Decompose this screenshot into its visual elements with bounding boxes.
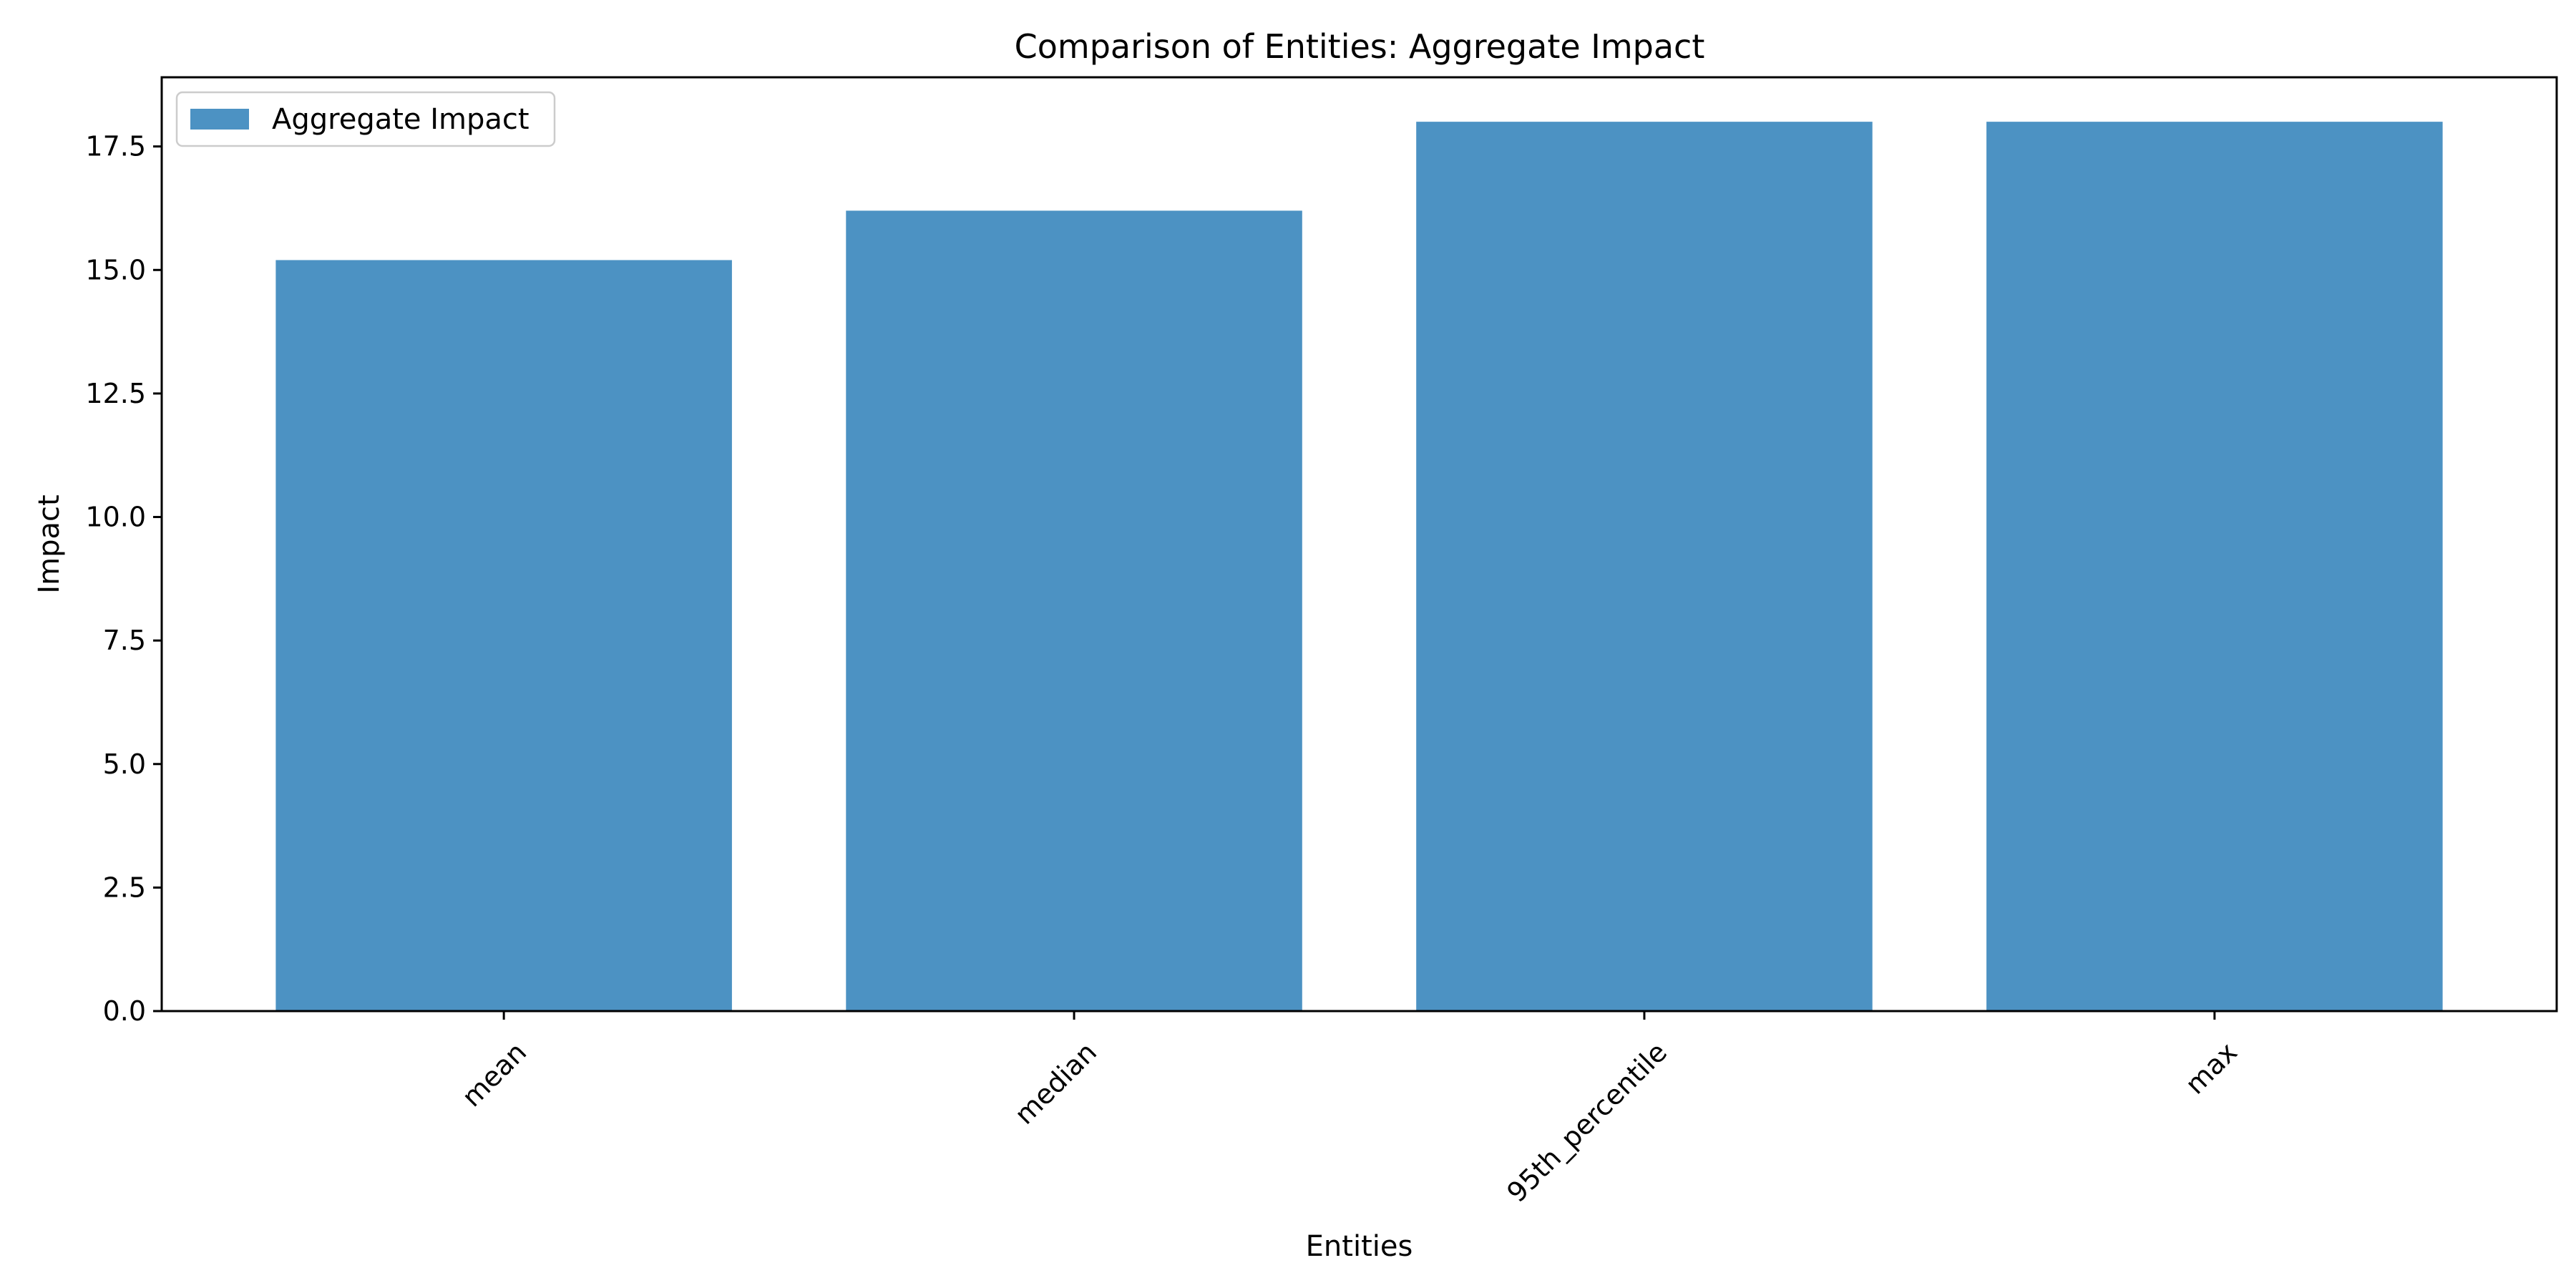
- plot-area: 0.02.55.07.510.012.515.017.5 mean median 9…: [85, 76, 2558, 1209]
- plot-frame: [160, 76, 2558, 1013]
- chart-title: Comparison of Entities: Aggregate Impact: [1015, 27, 1705, 66]
- y-tick-label: 15.0: [85, 254, 146, 286]
- y-tick-label: 12.5: [85, 378, 146, 409]
- bar-max: [1986, 122, 2443, 1012]
- bar-mean: [275, 260, 732, 1011]
- x-axis-label: Entities: [1306, 1230, 1413, 1263]
- legend-swatch: [190, 109, 249, 130]
- bar-95th_percentile: [1416, 122, 1873, 1012]
- y-tick-label: 5.0: [103, 748, 146, 780]
- y-tick-label: 7.5: [103, 625, 146, 656]
- y-axis-label: Impact: [33, 494, 66, 593]
- legend-label: Aggregate Impact: [272, 103, 530, 136]
- bars: [275, 122, 2443, 1012]
- y-tick-label: 10.0: [85, 502, 146, 533]
- y-tick-label: 17.5: [85, 131, 146, 162]
- y-tick-label: 0.0: [103, 995, 146, 1027]
- legend-box: [175, 91, 556, 147]
- legend: Aggregate Impact: [175, 91, 556, 147]
- y-axis: 0.0 2.5 5.0 7.5 10.0 12.5 15.0 17.5: [85, 131, 162, 1027]
- y-tick-label: 2.5: [103, 872, 146, 903]
- bar-median: [846, 210, 1302, 1011]
